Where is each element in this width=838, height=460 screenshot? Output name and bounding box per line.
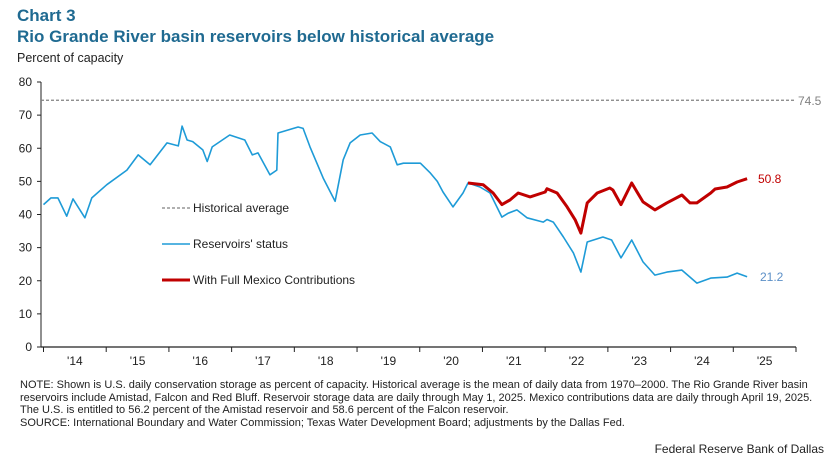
y-tick-label: 20 (19, 274, 33, 288)
chart-title: Rio Grande River basin reservoirs below … (17, 27, 495, 46)
average-value-label: 74.5 (798, 94, 822, 108)
series-lines (41, 99, 796, 284)
axes: 0 10 20 30 40 50 60 70 80 '14 '15 '16 '17 '18 '19 '20 '2… (19, 75, 797, 368)
x-tick-label: '18 (318, 354, 334, 368)
mexico-contributions-line (467, 177, 748, 235)
y-tick-label: 50 (19, 174, 33, 188)
y-tick-label: 70 (19, 108, 33, 122)
y-tick-label: 0 (25, 340, 32, 354)
source-text: SOURCE: International Boundary and Water… (20, 416, 625, 429)
y-tick-label: 60 (19, 141, 33, 155)
y-tick-label: 30 (19, 241, 33, 255)
x-tick-label: '25 (757, 354, 773, 368)
credit: Federal Reserve Bank of Dallas (654, 442, 824, 456)
y-tick-label: 10 (19, 307, 33, 321)
legend-label-mexico: With Full Mexico Contributions (193, 273, 355, 287)
legend-label-average: Historical average (193, 201, 289, 215)
x-tick-label: '14 (67, 354, 83, 368)
mexico-end-label: 50.8 (758, 172, 782, 186)
x-tick-label: '24 (694, 354, 710, 368)
y-axis-label: Percent of capacity (17, 51, 124, 65)
chart-number: Chart 3 (17, 6, 76, 25)
reservoirs-end-label: 21.2 (760, 270, 784, 284)
legend: Historical average Reservoirs' status Wi… (162, 201, 355, 287)
x-tick-label: '21 (506, 354, 522, 368)
x-tick-label: '15 (130, 354, 146, 368)
y-tick-label: 80 (19, 75, 33, 89)
x-tick-label: '16 (192, 354, 208, 368)
note-text: NOTE: Shown is U.S. daily conservation s… (20, 379, 813, 417)
x-tick-label: '23 (631, 354, 647, 368)
x-tick-label: '19 (381, 354, 397, 368)
legend-label-reservoirs: Reservoirs' status (193, 237, 288, 251)
x-tick-label: '20 (443, 354, 459, 368)
y-tick-label: 40 (19, 208, 33, 222)
x-tick-label: '17 (255, 354, 271, 368)
x-tick-label: '22 (569, 354, 585, 368)
chart-note: NOTE: Shown is U.S. daily conservation s… (20, 379, 820, 429)
reservoirs-status-line (42, 125, 748, 284)
